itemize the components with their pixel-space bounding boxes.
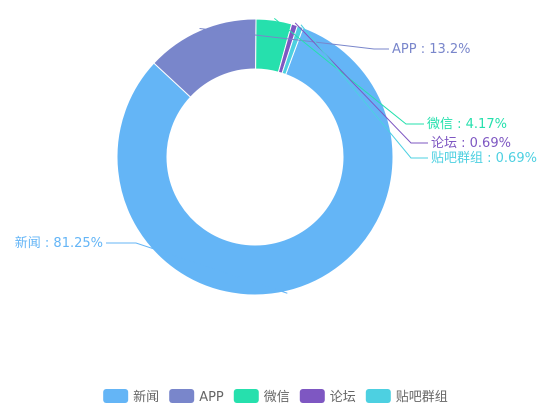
- legend-label: 贴吧群组: [396, 390, 448, 405]
- slice-label-新闻: 新闻 : 81.25%: [15, 235, 103, 251]
- legend: 新闻 APP 微信 论坛 贴吧群组: [103, 389, 448, 405]
- legend-item-论坛[interactable]: 论坛: [299, 389, 356, 405]
- legend-swatch: [299, 389, 325, 403]
- leader-line-论坛: [294, 22, 428, 144]
- legend-label: 新闻: [133, 389, 159, 405]
- legend-label: 微信: [264, 390, 290, 405]
- slices-layer: [116, 18, 394, 296]
- legend-swatch: [233, 389, 259, 403]
- leader-line-新闻: [106, 242, 288, 294]
- legend-swatch: [169, 389, 195, 403]
- slice-新闻[interactable]: [116, 27, 394, 296]
- legend-item-微信[interactable]: 微信: [233, 389, 290, 405]
- leader-line-贴吧群组: [300, 24, 428, 159]
- slice-label-论坛: 论坛 : 0.69%: [431, 136, 511, 151]
- legend-label: APP: [199, 390, 224, 405]
- slice-贴吧群组[interactable]: [281, 25, 304, 76]
- legend-item-新闻[interactable]: 新闻: [103, 389, 159, 405]
- leader-line-微信: [273, 17, 424, 125]
- slice-label-APP: APP : 13.2%: [392, 42, 471, 57]
- slice-label-贴吧群组: 贴吧群组 : 0.69%: [431, 151, 537, 166]
- legend-swatch: [365, 389, 391, 403]
- legend-label: 论坛: [330, 390, 356, 405]
- leader-line-APP: [199, 27, 389, 50]
- slice-label-微信: 微信 : 4.17%: [427, 117, 507, 132]
- slice-labels-layer: 新闻 : 81.25% APP : 13.2% 微信 : 4.17% 论坛 : 0.6…: [15, 17, 537, 294]
- legend-item-贴吧群组[interactable]: 贴吧群组: [365, 389, 448, 405]
- legend-item-APP[interactable]: APP: [169, 389, 224, 405]
- legend-swatch: [103, 389, 129, 403]
